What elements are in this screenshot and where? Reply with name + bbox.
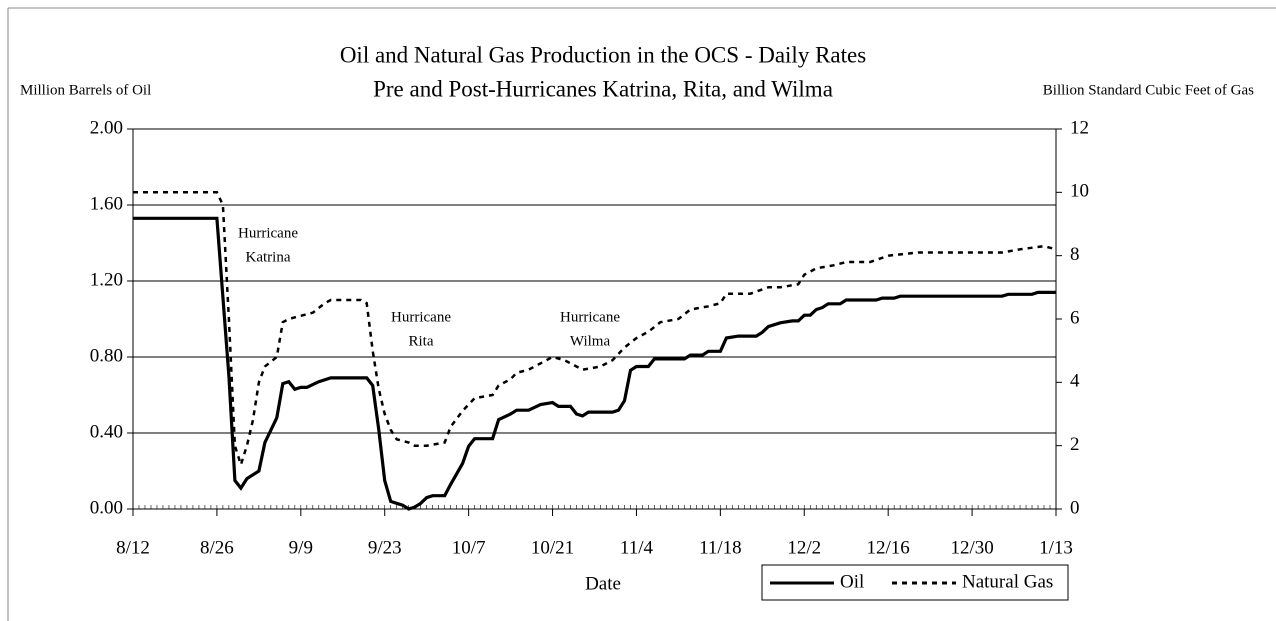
series-line: [133, 216, 1056, 511]
y2-tick-label: 6: [1070, 307, 1080, 328]
x-axis-label: Date: [585, 573, 621, 594]
annotation: Hurricane: [560, 309, 620, 325]
annotation: Rita: [409, 333, 434, 349]
x-tick-label: 10/21: [531, 537, 574, 558]
x-tick-label: 11/18: [699, 537, 742, 558]
y-tick-label: 1.60: [90, 193, 123, 214]
x-tick-label: 10/7: [452, 537, 486, 558]
legend-label: Natural Gas: [962, 571, 1053, 592]
x-tick-label: 12/2: [787, 537, 821, 558]
y2-tick-label: 10: [1070, 181, 1089, 202]
y2-tick-label: 12: [1070, 117, 1089, 138]
y2-axis-label: Billion Standard Cubic Feet of Gas: [1043, 82, 1254, 98]
annotation: Wilma: [570, 333, 611, 349]
x-tick-label: 8/26: [200, 537, 234, 558]
y-tick-label: 0.00: [90, 497, 123, 518]
y2-tick-label: 8: [1070, 244, 1080, 265]
y2-tick-label: 4: [1070, 371, 1080, 392]
annotation: Hurricane: [391, 309, 451, 325]
y-tick-label: 1.20: [90, 269, 123, 290]
x-tick-label: 12/16: [867, 537, 910, 558]
x-tick-label: 1/13: [1039, 537, 1073, 558]
y-axis-label: Million Barrels of Oil: [20, 82, 151, 98]
y-tick-label: 0.40: [90, 421, 123, 442]
x-tick-label: 8/12: [116, 537, 150, 558]
x-tick-label: 9/23: [368, 537, 402, 558]
y-tick-label: 2.00: [90, 117, 123, 138]
series-line: [133, 191, 1057, 469]
annotation: Hurricane: [238, 225, 298, 241]
y-tick-label: 0.80: [90, 345, 123, 366]
y2-tick-label: 2: [1070, 434, 1080, 455]
x-tick-label: 12/30: [950, 537, 993, 558]
chart-title: Oil and Natural Gas Production in the OC…: [340, 42, 866, 67]
legend-label: Oil: [840, 571, 864, 592]
annotation: Katrina: [246, 249, 291, 265]
chart-subtitle: Pre and Post-Hurricanes Katrina, Rita, a…: [373, 76, 833, 101]
x-tick-label: 11/4: [620, 537, 654, 558]
x-tick-label: 9/9: [289, 537, 313, 558]
y2-tick-label: 0: [1070, 497, 1080, 518]
